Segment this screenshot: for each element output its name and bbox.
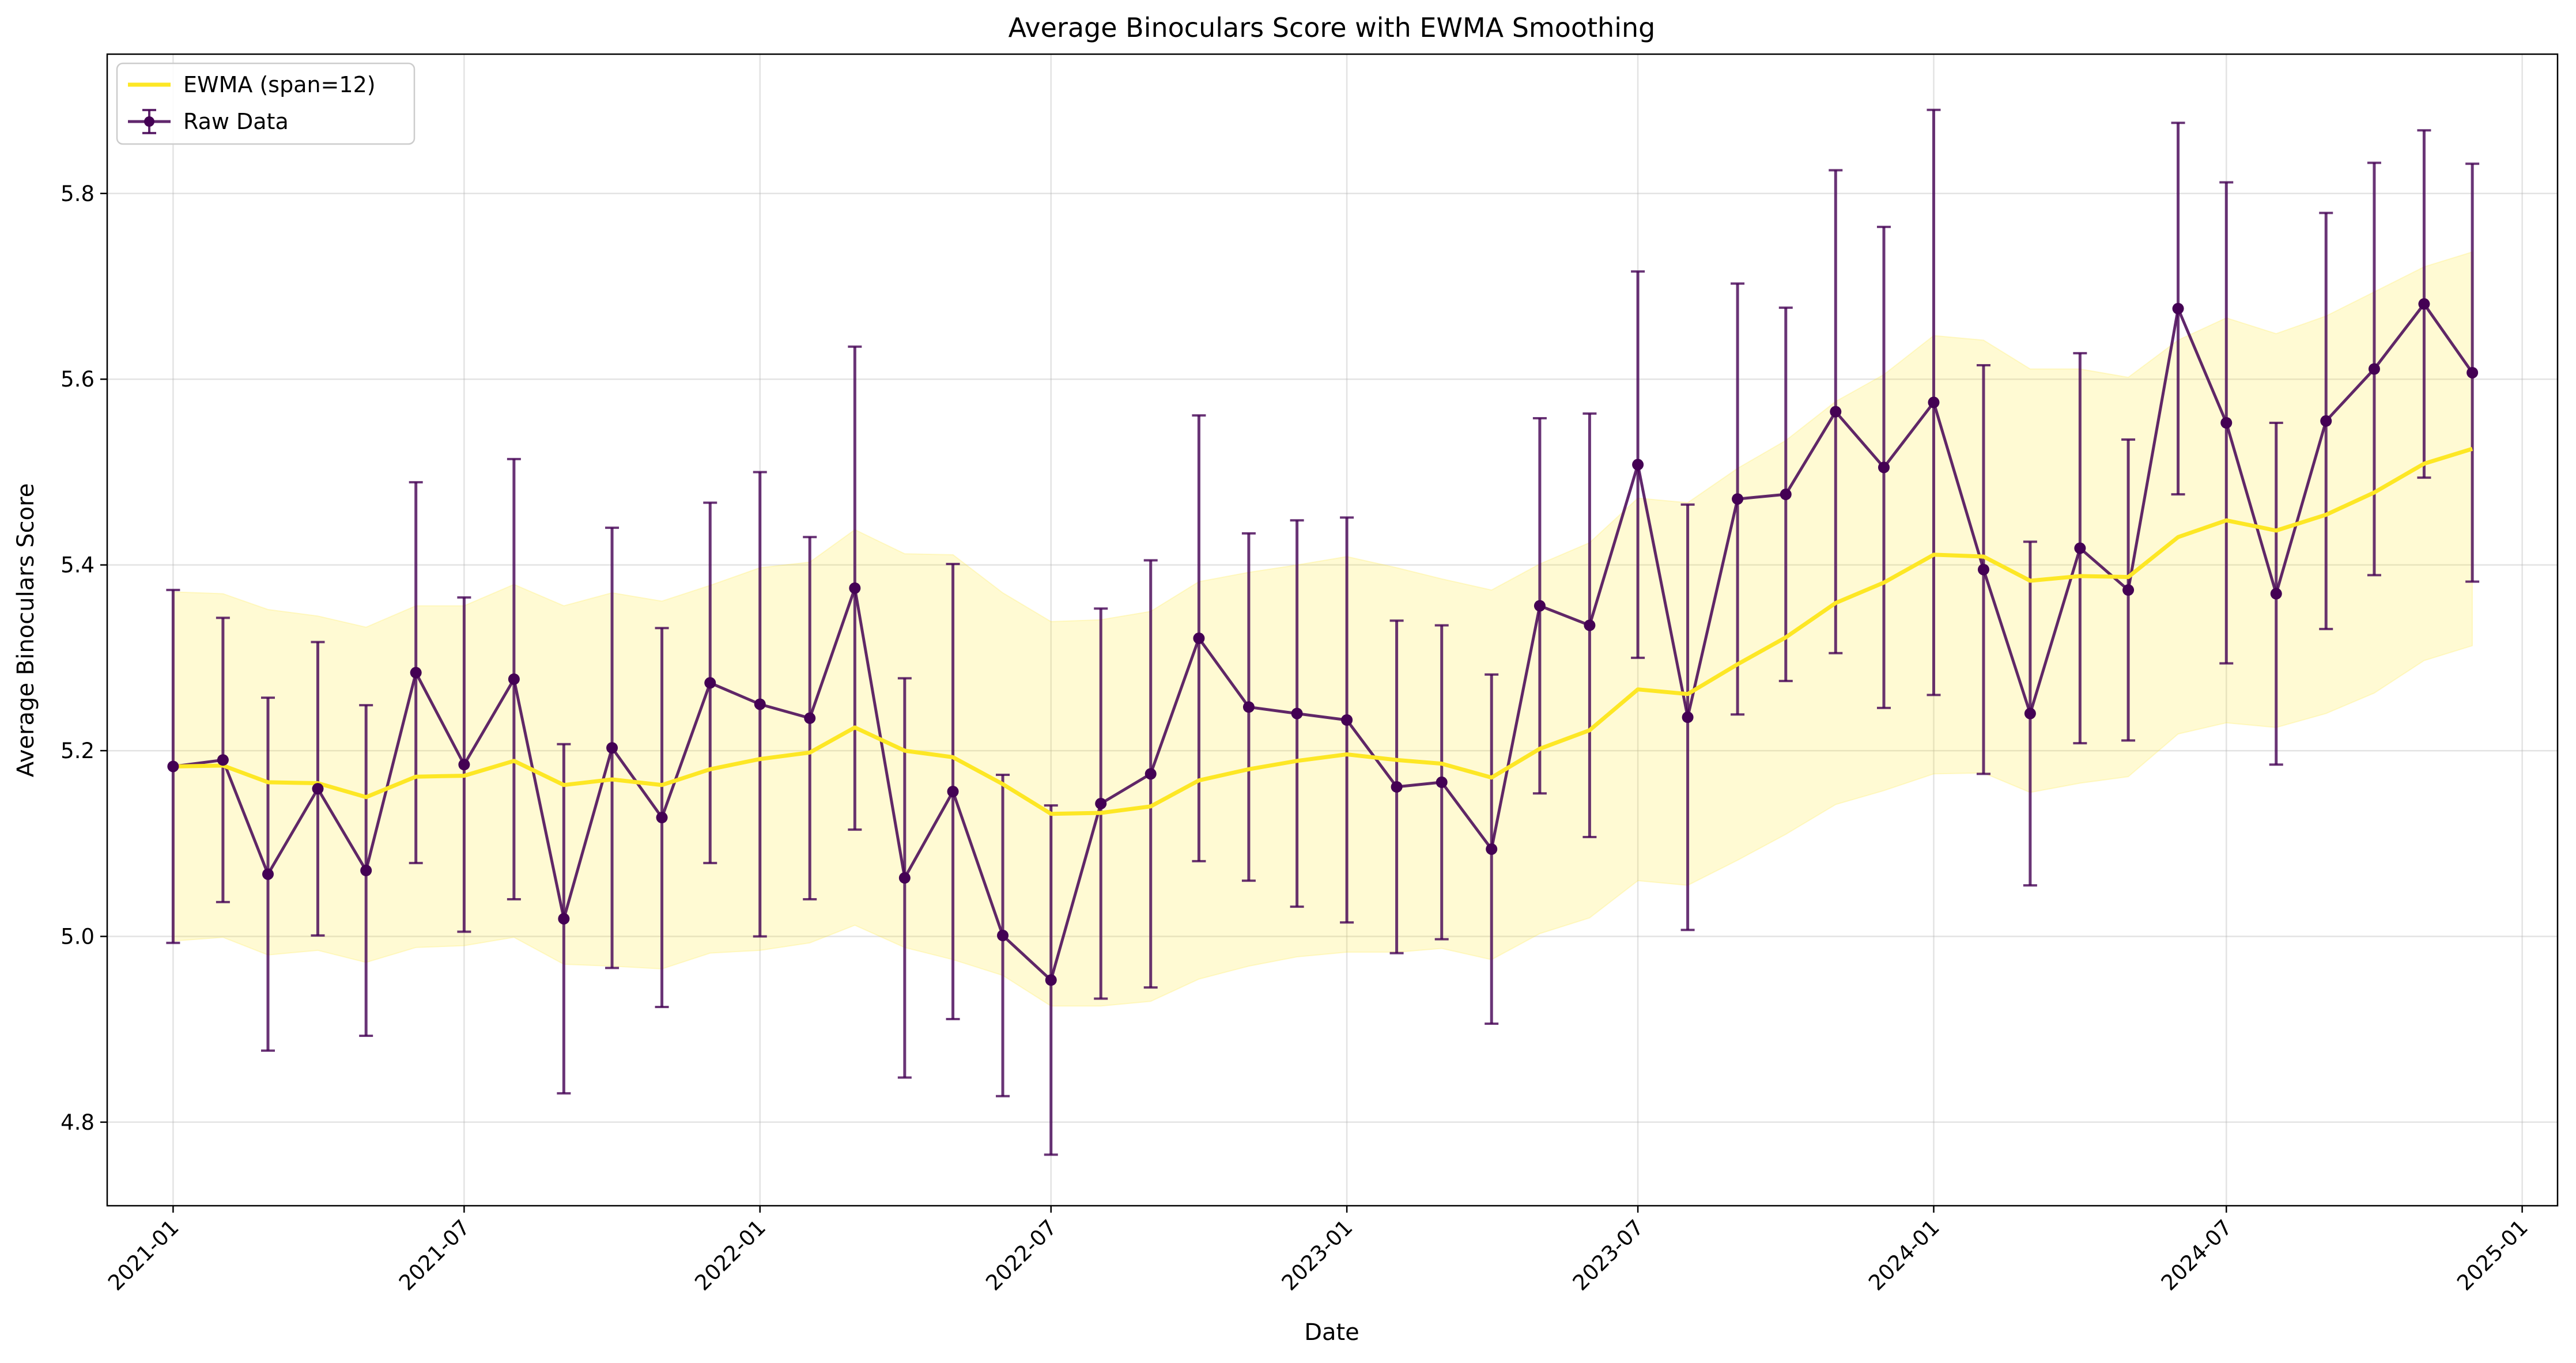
y-tick-label: 5.0	[61, 924, 95, 949]
raw-data-markers	[167, 298, 2479, 986]
raw-data-series	[173, 302, 2474, 982]
raw-data-point	[2220, 417, 2233, 429]
legend-raw-swatch-marker	[144, 116, 154, 127]
raw-data-point	[2368, 363, 2380, 375]
raw-data-point	[997, 929, 1009, 941]
raw-data-point	[1878, 461, 1890, 474]
raw-data-point	[1928, 396, 1940, 408]
plot-area	[107, 54, 2558, 1206]
raw-data-point	[2270, 588, 2282, 600]
raw-data-point	[2320, 415, 2332, 427]
raw-data-point	[1145, 768, 1157, 780]
raw-data-point	[217, 754, 229, 766]
y-tick-label: 5.2	[61, 739, 95, 763]
raw-data-point	[2467, 366, 2479, 378]
ewma-line	[173, 446, 2473, 816]
raw-data-point	[558, 913, 570, 925]
raw-data-point	[458, 759, 470, 771]
raw-data-point	[2172, 302, 2184, 315]
raw-data-point	[312, 783, 324, 795]
raw-data-point	[262, 868, 274, 880]
legend-ewma-label: EWMA (span=12)	[183, 72, 376, 97]
raw-data-point	[1045, 974, 1057, 986]
raw-data-point	[1584, 619, 1596, 631]
raw-data-point	[606, 742, 618, 754]
y-tick-label: 5.4	[61, 553, 95, 578]
raw-data-point	[1632, 459, 1644, 471]
raw-data-point	[1291, 707, 1303, 720]
raw-data-point	[1341, 714, 1353, 726]
raw-data-point	[508, 673, 520, 685]
raw-data-point	[1780, 489, 1792, 501]
raw-data-point	[1193, 633, 1205, 645]
raw-data-point	[754, 698, 766, 710]
raw-data-point	[1533, 600, 1546, 612]
legend-raw-label: Raw Data	[183, 109, 289, 134]
y-tick-label: 4.8	[61, 1110, 95, 1135]
raw-data-point	[804, 712, 816, 724]
raw-data-point	[1977, 563, 1989, 576]
raw-data-point	[410, 667, 422, 679]
chart-title: Average Binoculars Score with EWMA Smoot…	[1009, 12, 1656, 43]
legend: EWMA (span=12) Raw Data	[116, 62, 416, 145]
raw-data-point	[947, 786, 959, 798]
raw-data-point	[849, 582, 861, 594]
legend-box	[116, 62, 416, 145]
raw-data-point	[1486, 843, 1498, 855]
raw-data-point	[2024, 707, 2036, 720]
raw-data-point	[2418, 298, 2430, 310]
raw-data-point	[1682, 711, 1694, 724]
y-axis-label: Average Binoculars Score	[13, 483, 39, 777]
raw-data-point	[167, 760, 179, 773]
ewma-series	[173, 446, 2473, 816]
raw-data-point	[1242, 701, 1255, 713]
x-axis-label: Date	[1304, 1319, 1359, 1346]
raw-data-point	[704, 677, 716, 689]
y-axis: 4.8 5.0 5.2 5.4 5.6 5.8	[61, 181, 107, 1135]
raw-data-point	[1436, 776, 1448, 788]
raw-data-point	[898, 872, 911, 884]
y-tick-label: 5.8	[61, 181, 95, 206]
y-tick-label: 5.6	[61, 367, 95, 392]
raw-data-point	[2122, 584, 2135, 596]
plot-frame	[106, 53, 2559, 1207]
raw-data-point	[1732, 493, 1744, 505]
raw-data-point	[1830, 406, 1842, 418]
raw-data-line	[173, 302, 2474, 982]
raw-data-point	[360, 865, 372, 877]
raw-data-point	[1391, 781, 1403, 793]
raw-data-point	[656, 812, 668, 824]
raw-data-point	[1095, 797, 1107, 809]
raw-data-point	[2074, 542, 2086, 554]
